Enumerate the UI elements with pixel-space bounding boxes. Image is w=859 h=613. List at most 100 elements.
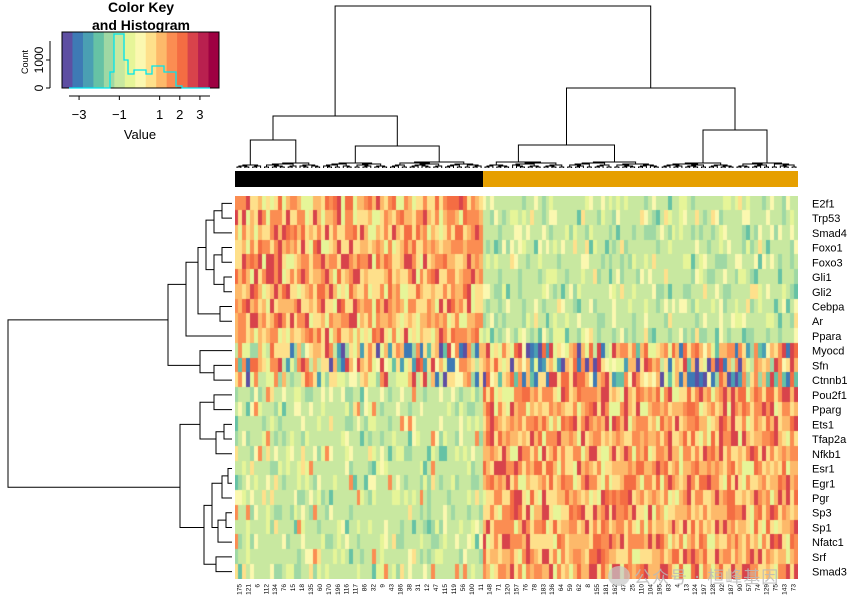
column-dendrogram-link — [472, 166, 478, 168]
column-dendrogram-link — [401, 166, 407, 168]
column-dendrogram-link — [606, 166, 612, 168]
row-dendrogram-link — [197, 247, 220, 315]
column-label: 25 — [630, 584, 637, 592]
column-label: 76 — [281, 584, 288, 592]
row-label: Ar — [812, 316, 823, 328]
row-label: Nfkb1 — [812, 449, 841, 461]
column-label: 57 — [746, 584, 753, 592]
column-label: 43 — [388, 584, 395, 592]
column-dendrogram-link — [736, 166, 742, 168]
column-label: 155 — [594, 584, 601, 595]
column-dendrogram-link — [708, 166, 714, 168]
column-label: 110 — [639, 584, 646, 595]
column-dendrogram-link — [456, 166, 462, 168]
row-label: Ets1 — [812, 419, 834, 431]
row-label: Pgr — [812, 493, 829, 505]
color-key-swatch — [135, 32, 147, 88]
row-label: Smad4 — [812, 228, 847, 240]
row-label: Ctnnb1 — [812, 375, 847, 387]
column-label: 56 — [460, 584, 467, 592]
column-dendrogram-link — [653, 166, 659, 168]
column-label: 11 — [478, 584, 485, 591]
column-label: 121 — [245, 584, 252, 595]
column-label: 119 — [451, 584, 458, 595]
column-label: 12 — [424, 584, 431, 592]
row-dendrogram-link — [179, 423, 204, 528]
column-label: 134 — [272, 584, 279, 595]
column-dendrogram-link — [354, 166, 360, 168]
row-label: Pparg — [812, 405, 841, 417]
column-label: 75 — [773, 584, 780, 592]
row-dendrogram — [7, 202, 232, 573]
column-label: 175 — [237, 584, 244, 595]
column-dendrogram-link — [614, 166, 620, 168]
column-dendrogram-link — [327, 166, 332, 168]
column-group-color-bar — [235, 171, 798, 187]
color-key-swatch — [198, 32, 210, 88]
color-key-swatch — [72, 32, 84, 88]
column-label: 71 — [496, 584, 503, 592]
column-dendrogram — [236, 5, 797, 168]
column-dendrogram-link — [783, 166, 789, 168]
row-dendrogram-link — [213, 364, 232, 381]
column-dendrogram-link — [535, 166, 541, 168]
column-dendrogram-link — [445, 166, 451, 168]
color-key-swatch — [208, 32, 220, 88]
row-label: Nfatc1 — [812, 537, 844, 549]
row-label: Myocd — [812, 346, 844, 358]
watermark: 公众号 · 桓峰基因 — [634, 568, 780, 588]
column-label: 38 — [406, 584, 413, 592]
row-label: Tfap2a — [812, 434, 847, 446]
row-label: Sfn — [812, 360, 829, 372]
column-label: 73 — [791, 584, 798, 592]
column-label: 129 — [764, 584, 771, 595]
row-dendrogram-link — [213, 394, 232, 411]
column-label: 112 — [263, 584, 270, 595]
column-dendrogram-link — [673, 166, 679, 168]
row-label: Foxo3 — [812, 257, 843, 269]
column-label: 181 — [603, 584, 610, 595]
column-label: 115 — [442, 584, 449, 595]
row-label: E2f1 — [812, 198, 835, 210]
column-dendrogram-link — [685, 166, 691, 168]
column-label: 183 — [540, 584, 547, 595]
row-label: Foxo1 — [812, 243, 843, 255]
column-dendrogram-link — [744, 166, 750, 168]
row-dendrogram-link — [7, 319, 180, 488]
color-key: Color Key and Histogram 0 1000 Count −3−… — [20, 0, 220, 142]
column-label: 100 — [469, 584, 476, 595]
column-dendrogram-link — [409, 166, 415, 168]
row-label: Smad3 — [812, 567, 847, 579]
row-label: Srf — [812, 552, 827, 564]
color-key-xlabel: Value — [124, 127, 156, 142]
row-dendrogram-link — [219, 305, 232, 322]
column-label: 136 — [549, 584, 556, 595]
column-label: 162 — [612, 584, 619, 595]
color-key-xtick-label: 1 — [156, 107, 163, 122]
column-label: 31 — [415, 584, 422, 592]
row-dendrogram-link — [203, 504, 216, 565]
row-dendrogram-link — [213, 210, 232, 234]
column-label: 128 — [710, 584, 717, 595]
row-dendrogram-link — [221, 247, 232, 263]
column-dendrogram-link — [390, 166, 395, 168]
column-dendrogram-link — [566, 87, 736, 145]
column-label: 148 — [487, 584, 494, 595]
column-label: 74 — [755, 584, 762, 592]
column-labels: 175 121 6 112 134 76 15 18 135 60 170 196 116 117 86 32… — [237, 584, 798, 595]
row-labels: E2f1 Trp53 Smad4 Foxo1 Foxo3 Gli1 Gli2 Cebpa Ar P… — [812, 198, 847, 578]
column-dendrogram-link — [559, 166, 565, 168]
column-label: 64 — [558, 584, 565, 592]
column-dendrogram-link — [693, 166, 699, 168]
color-key-title-line1: Color Key — [108, 0, 174, 15]
column-dendrogram-link — [382, 166, 388, 168]
color-key-xtick-label: −1 — [112, 107, 127, 122]
column-dendrogram-link — [504, 166, 510, 168]
color-key-swatch — [187, 32, 199, 88]
column-label: 197 — [701, 584, 708, 595]
row-dendrogram-link — [217, 519, 232, 543]
column-dendrogram-link — [236, 166, 242, 168]
column-dendrogram-link — [586, 166, 592, 168]
row-label: Ppara — [812, 331, 842, 343]
column-label: 6 — [254, 584, 261, 588]
